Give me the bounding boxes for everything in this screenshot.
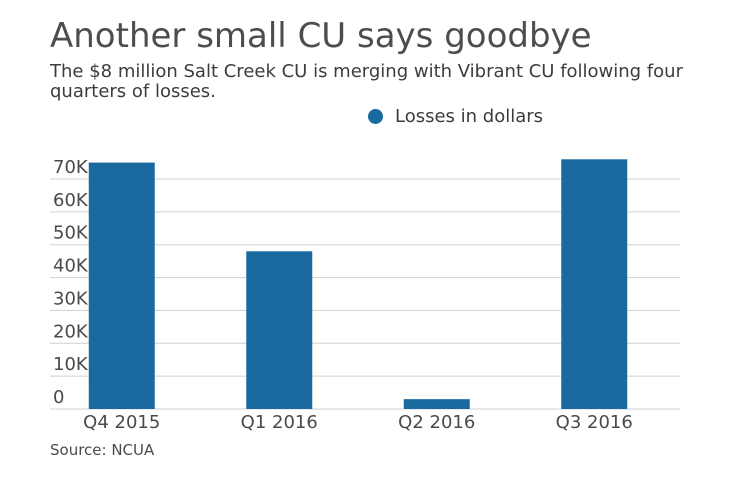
- x-tick-label: Q2 2016: [398, 412, 475, 433]
- y-tick-label: 30K: [53, 288, 89, 309]
- bar: [88, 162, 155, 409]
- legend-label: Losses in dollars: [395, 106, 544, 127]
- y-tick-label: 0: [53, 387, 64, 408]
- y-tick-label: 40K: [53, 256, 89, 277]
- y-tick-label: 20K: [53, 321, 89, 342]
- x-tick-label: Q4 2015: [83, 412, 160, 433]
- x-tick-label: Q1 2016: [241, 412, 318, 433]
- bar: [403, 399, 470, 409]
- legend-marker: [368, 109, 383, 124]
- source-note: Source: NCUA: [50, 441, 155, 459]
- y-tick-label: 50K: [53, 223, 89, 244]
- chart-subtitle: The $8 million Salt Creek CU is merging …: [50, 61, 683, 102]
- bar: [246, 251, 313, 409]
- y-tick-label: 60K: [53, 190, 89, 211]
- bar: [561, 159, 628, 409]
- x-tick-label: Q3 2016: [556, 412, 633, 433]
- legend: Losses in dollars: [368, 106, 543, 127]
- y-tick-label: 70K: [53, 157, 89, 178]
- chart-title: Another small CU says goodbye: [50, 16, 592, 56]
- y-tick-label: 10K: [53, 354, 89, 375]
